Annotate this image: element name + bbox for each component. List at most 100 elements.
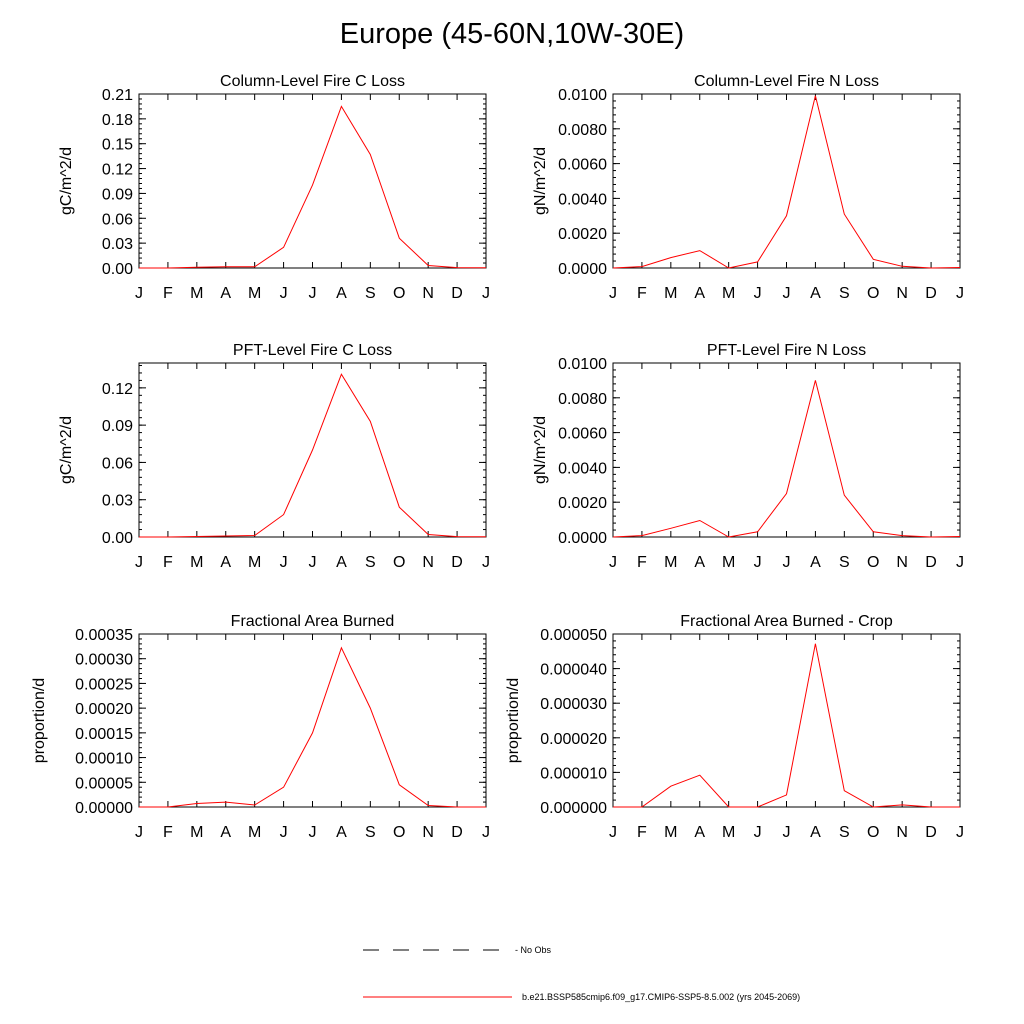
x-tick-label: A bbox=[336, 285, 347, 302]
y-tick-label: 0.00 bbox=[102, 261, 133, 278]
x-tick-label: F bbox=[637, 554, 647, 571]
figure-title: Europe (45-60N,10W-30E) bbox=[339, 18, 685, 50]
x-tick-label: A bbox=[220, 824, 231, 841]
y-tick-label: 0.18 bbox=[102, 112, 133, 129]
x-tick-label: S bbox=[365, 554, 376, 571]
x-tick-label: N bbox=[422, 285, 434, 302]
panel-title: Column-Level Fire N Loss bbox=[694, 73, 879, 90]
series-line bbox=[613, 643, 960, 808]
x-tick-label: O bbox=[867, 285, 879, 302]
x-tick-label: A bbox=[694, 824, 705, 841]
y-tick-label: 0.0000 bbox=[558, 530, 607, 547]
y-tick-label: 0.0080 bbox=[558, 391, 607, 408]
x-tick-label: A bbox=[810, 824, 821, 841]
y-tick-label: 0.00005 bbox=[75, 775, 133, 792]
y-tick-label: 0.000020 bbox=[540, 731, 607, 748]
x-tick-label: M bbox=[664, 824, 677, 841]
x-tick-label: J bbox=[754, 824, 762, 841]
y-tick-label: 0.00015 bbox=[75, 726, 133, 743]
y-tick-label: 0.00010 bbox=[75, 751, 133, 768]
x-tick-label: A bbox=[336, 824, 347, 841]
x-tick-label: J bbox=[754, 285, 762, 302]
y-tick-label: 0.12 bbox=[102, 162, 133, 179]
y-tick-label: 0.21 bbox=[102, 87, 133, 104]
x-tick-label: M bbox=[190, 554, 203, 571]
y-tick-label: 0.06 bbox=[102, 211, 133, 228]
x-tick-label: J bbox=[783, 285, 791, 302]
y-tick-label: 0.03 bbox=[102, 493, 133, 510]
y-tick-label: 0.0100 bbox=[558, 87, 607, 104]
y-tick-label: 0.000010 bbox=[540, 765, 607, 782]
x-tick-label: O bbox=[393, 824, 405, 841]
x-tick-label: S bbox=[839, 285, 850, 302]
y-tick-label: 0.00035 bbox=[75, 627, 133, 644]
x-tick-label: F bbox=[163, 554, 173, 571]
y-tick-label: 0.03 bbox=[102, 236, 133, 253]
panel-title: Fractional Area Burned bbox=[231, 613, 395, 630]
x-tick-label: J bbox=[609, 554, 617, 571]
x-tick-label: D bbox=[925, 554, 937, 571]
x-tick-label: J bbox=[482, 554, 490, 571]
y-tick-label: 0.00020 bbox=[75, 701, 133, 718]
x-tick-label: J bbox=[754, 554, 762, 571]
x-tick-label: J bbox=[309, 285, 317, 302]
x-tick-label: O bbox=[867, 554, 879, 571]
y-tick-label: 0.0020 bbox=[558, 226, 607, 243]
y-tick-label: 0.0040 bbox=[558, 191, 607, 208]
y-tick-label: 0.09 bbox=[102, 418, 133, 435]
x-tick-label: A bbox=[810, 554, 821, 571]
x-tick-label: S bbox=[365, 824, 376, 841]
x-tick-label: J bbox=[609, 824, 617, 841]
x-tick-label: J bbox=[280, 285, 288, 302]
y-tick-label: 0.06 bbox=[102, 455, 133, 472]
x-tick-label: D bbox=[451, 824, 463, 841]
plot-frame bbox=[612, 633, 961, 808]
y-tick-label: 0.0000 bbox=[558, 261, 607, 278]
x-tick-label: J bbox=[482, 285, 490, 302]
y-axis-label: proportion/d bbox=[505, 678, 522, 763]
x-tick-label: D bbox=[451, 554, 463, 571]
y-tick-label: 0.00025 bbox=[75, 676, 133, 693]
y-axis-label: gN/m^2/d bbox=[532, 416, 549, 484]
plot-frame bbox=[138, 93, 487, 269]
y-tick-label: 0.00030 bbox=[75, 652, 133, 669]
series-line bbox=[139, 373, 487, 538]
y-tick-label: 0.0100 bbox=[558, 356, 607, 373]
x-tick-label: J bbox=[956, 824, 964, 841]
y-tick-label: 0.000050 bbox=[540, 627, 607, 644]
y-tick-label: 0.00000 bbox=[75, 800, 133, 817]
x-tick-label: N bbox=[896, 285, 908, 302]
x-tick-label: A bbox=[220, 285, 231, 302]
x-tick-label: J bbox=[309, 554, 317, 571]
x-tick-label: M bbox=[722, 285, 735, 302]
legend-label-no-obs: - No Obs bbox=[515, 945, 552, 955]
x-tick-label: J bbox=[482, 824, 490, 841]
x-tick-label: A bbox=[810, 285, 821, 302]
x-tick-label: A bbox=[694, 554, 705, 571]
x-tick-label: M bbox=[664, 554, 677, 571]
x-tick-label: A bbox=[336, 554, 347, 571]
x-tick-label: A bbox=[694, 285, 705, 302]
plot-frame bbox=[138, 633, 487, 808]
y-tick-label: 0.09 bbox=[102, 186, 133, 203]
panel-title: PFT-Level Fire C Loss bbox=[233, 342, 392, 359]
x-tick-label: M bbox=[248, 554, 261, 571]
legend-label-model: b.e21.BSSP585cmip6.f09_g17.CMIP6-SSP5-8.… bbox=[522, 992, 800, 1002]
x-tick-label: S bbox=[839, 554, 850, 571]
x-tick-label: J bbox=[135, 554, 143, 571]
plot-frame bbox=[612, 93, 961, 269]
x-tick-label: J bbox=[280, 554, 288, 571]
y-axis-label: gC/m^2/d bbox=[58, 416, 75, 484]
y-tick-label: 0.0060 bbox=[558, 426, 607, 443]
x-tick-label: D bbox=[925, 285, 937, 302]
series-line bbox=[612, 95, 961, 269]
legend: - No Obs b.e21.BSSP585cmip6.f09_g17.CMIP6… bbox=[363, 945, 800, 1002]
x-tick-label: J bbox=[956, 554, 964, 571]
x-tick-label: J bbox=[309, 824, 317, 841]
y-tick-label: 0.15 bbox=[102, 137, 133, 154]
x-tick-label: A bbox=[220, 554, 231, 571]
